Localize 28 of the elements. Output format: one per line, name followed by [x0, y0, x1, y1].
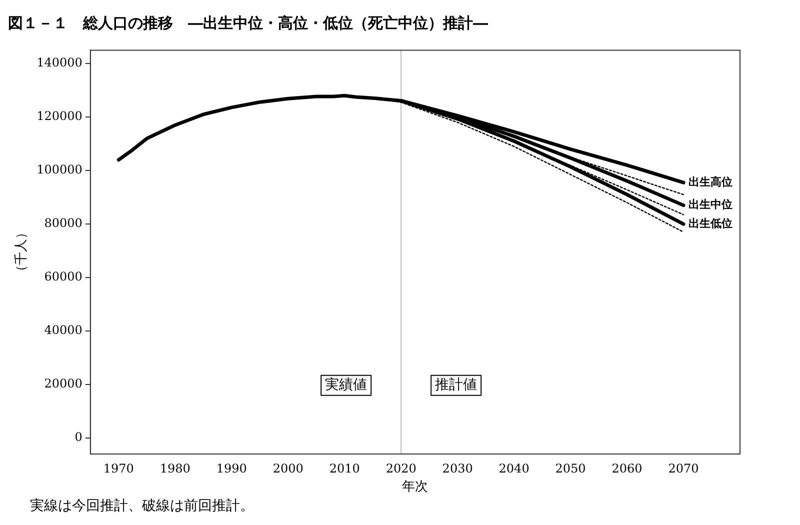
x-tick-label: 1980	[160, 461, 190, 476]
annotation: 推計値	[435, 376, 478, 393]
y-axis-title: （千人）	[14, 226, 30, 278]
x-tick-label: 2070	[668, 461, 699, 476]
chart-title: 図１－１ 総人口の推移 ―出生中位・高位・低位（死亡中位）推計―	[8, 14, 488, 33]
text: 実線は今回推計、破線は前回推計。	[30, 497, 254, 515]
x-tick-label: 2000	[272, 461, 304, 476]
y-tick-label: 100000	[36, 162, 82, 177]
series-label: 出生中位	[688, 198, 733, 212]
series-label: 出生高位	[688, 175, 733, 188]
series-label: 出生低位	[688, 216, 733, 230]
x-tick-label: 2050	[555, 461, 586, 476]
y-tick-label: 120000	[36, 109, 82, 124]
y-tick-label: 60000	[44, 270, 82, 284]
y-tick-label: 20000	[44, 376, 82, 391]
y-tick-label: 140000	[36, 56, 82, 70]
x-axis-title: 年次	[402, 480, 428, 495]
x-tick-label: 2020	[386, 461, 416, 476]
annotation: 実績値	[325, 376, 368, 393]
y-tick-label: 0	[74, 430, 82, 444]
y-tick-label: 80000	[44, 216, 82, 230]
y-tick-label: 40000	[44, 323, 82, 338]
x-tick-label: 1990	[216, 461, 247, 476]
x-tick-label: 2030	[442, 461, 473, 476]
x-tick-label: 2060	[612, 461, 642, 476]
x-tick-label: 1970	[103, 461, 134, 476]
x-tick-label: 2040	[498, 461, 530, 476]
x-tick-label: 2010	[329, 461, 360, 476]
